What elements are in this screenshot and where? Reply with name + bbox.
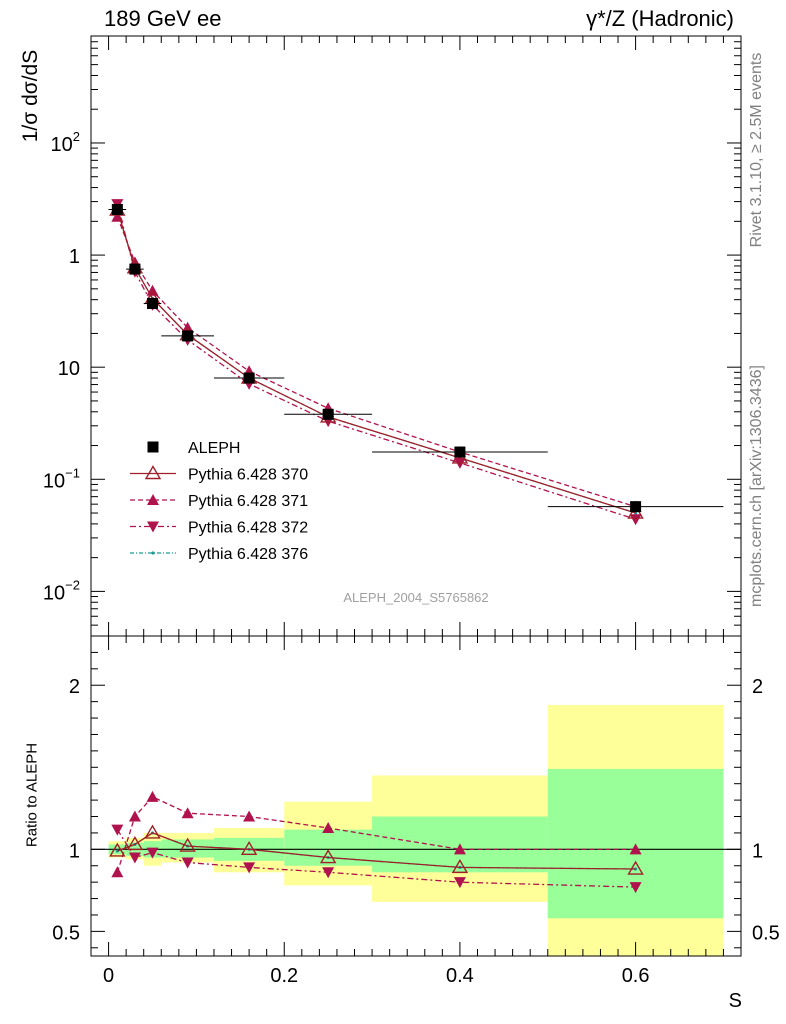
ratio-point-p371	[128, 810, 141, 822]
legend-marker-p370	[144, 465, 162, 480]
legend: ALEPH Pythia 6.428 370 Pythia 6.428 371 Pyt…	[130, 440, 308, 563]
ratio-point-p371	[243, 810, 256, 822]
main-y-tick-exponent: 2	[73, 129, 80, 144]
main-point-data	[322, 408, 334, 420]
ratio-point-p372	[629, 882, 642, 894]
main-point-data	[111, 204, 123, 216]
legend-label-data: ALEPH	[188, 440, 240, 457]
ratio-band-inner	[161, 839, 214, 858]
ratio-y-axis-label: Ratio to ALEPH	[23, 742, 41, 848]
ratio-y-tick-label-right: 1	[752, 840, 763, 862]
legend-marker-p376	[151, 551, 155, 555]
legend-label-p376: Pythia 6.428 376	[188, 546, 308, 563]
ratio-y-tick-label-left: 1	[69, 840, 80, 862]
legend-marker-data	[147, 441, 159, 453]
ratio-point-p372	[128, 852, 141, 864]
main-line-p372	[116, 203, 636, 520]
main-y-tick-label: 10−1	[43, 465, 80, 492]
x-tick-label: 0.6	[622, 965, 650, 987]
ratio-point-p371	[181, 807, 194, 819]
main-y-tick-exponent: −2	[65, 577, 80, 592]
x-axis-label: S	[728, 990, 742, 1012]
ratio-point-p372	[322, 867, 335, 879]
ratio-line-p371	[116, 796, 636, 873]
ratio-point-p370	[240, 840, 258, 856]
rivet-label: Rivet 3.1.10, ≥ 2.5M events	[748, 52, 765, 248]
legend-marker-p371	[147, 494, 159, 505]
ratio-point-p370	[144, 824, 161, 839]
analysis-tag: ALEPH_2004_S5765862	[343, 590, 489, 605]
main-point-data	[146, 297, 158, 309]
ratio-y-tick-label-right: 2	[752, 676, 763, 698]
main-y-tick-exponent: −1	[65, 465, 80, 480]
ratio-point-p371	[629, 843, 642, 855]
mcplots-label: mcplots.cern.ch [arXiv:1306.3436]	[748, 365, 765, 607]
header-left-label: 189 GeV ee	[104, 6, 222, 31]
main-y-tick-label: 102	[51, 129, 80, 156]
main-point-p372	[629, 514, 642, 526]
ratio-point-p372	[181, 857, 194, 869]
ratio-y-tick-label-left: 2	[69, 676, 80, 698]
ratio-point-p372	[243, 862, 256, 874]
ratio-point-p370	[126, 836, 144, 851]
legend-label-p372: Pythia 6.428 372	[188, 520, 308, 537]
ratio-point-p372	[453, 877, 466, 889]
x-tick-label: 0.2	[270, 965, 298, 987]
ratio-point-p372	[146, 847, 159, 859]
main-point-data	[630, 501, 642, 513]
x-tick-label: 0	[103, 965, 114, 987]
main-y-tick-label: 10−2	[43, 577, 80, 604]
ratio-point-p371	[111, 866, 124, 878]
legend-label-p371: Pythia 6.428 371	[188, 493, 308, 510]
ratio-point-p371	[322, 822, 335, 833]
legend-label-p370: Pythia 6.428 370	[188, 467, 308, 484]
main-point-data	[182, 330, 194, 342]
main-y-tick-label: 1	[69, 246, 80, 268]
ratio-point-p370	[451, 858, 469, 874]
legend-marker-p372	[147, 521, 159, 533]
ratio-point-p370	[319, 849, 337, 864]
ratio-frame	[90, 635, 742, 957]
main-point-data	[129, 263, 141, 275]
ratio-y-tick-label-right: 0.5	[752, 922, 780, 944]
main-line-p371	[116, 216, 636, 508]
main-point-data	[243, 372, 255, 384]
ratio-line-p372	[116, 829, 636, 888]
x-tick-label: 0.4	[446, 965, 474, 987]
ratio-point-p371	[453, 843, 466, 855]
main-y-tick-label: 10	[58, 358, 80, 380]
main-y-axis-label: 1/σ dσ/dS	[19, 49, 42, 143]
ratio-panel: 2 2 1 1 0.5 0.5 0 0.2 0.4 0.6	[52, 635, 780, 987]
ratio-point-p370	[627, 860, 644, 875]
header-right-label: γ*/Z (Hadronic)	[586, 6, 734, 31]
ratio-y-tick-label-left: 0.5	[52, 922, 80, 944]
main-panel: 102 1 10 10−1 10−2	[43, 35, 742, 637]
ratio-point-p370	[109, 842, 126, 857]
ratio-point-p371	[146, 790, 159, 802]
ratio-point-p370	[179, 837, 196, 852]
ratio-point-p372	[111, 824, 124, 836]
main-point-data	[454, 446, 466, 458]
